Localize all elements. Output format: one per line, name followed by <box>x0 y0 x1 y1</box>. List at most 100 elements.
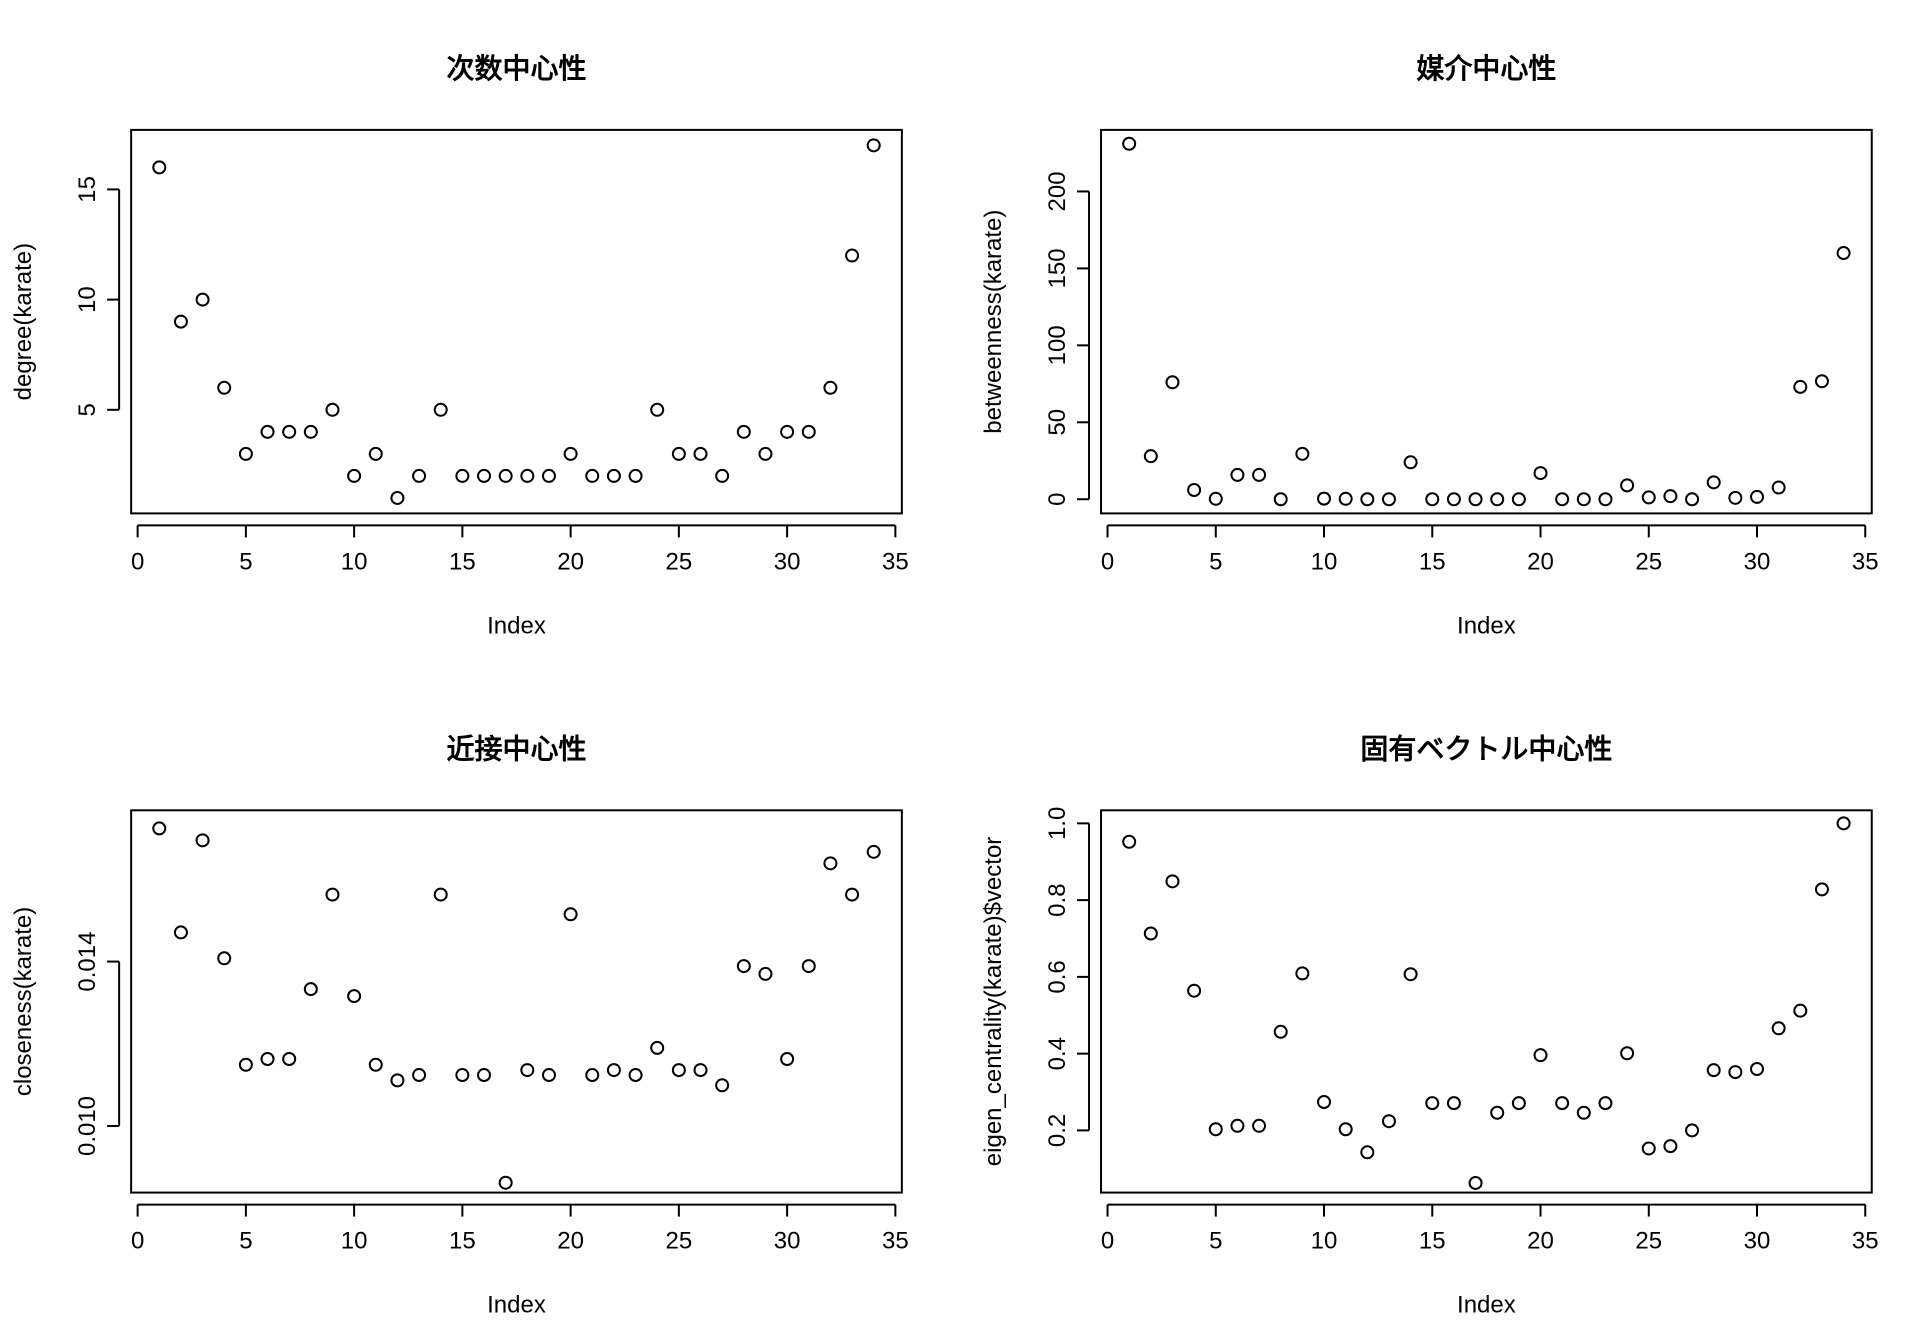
data-point <box>1273 1024 1288 1039</box>
data-point <box>671 446 686 461</box>
data-point <box>628 468 643 483</box>
x-axis-label: Index <box>1457 1292 1516 1319</box>
data-point <box>1338 491 1353 506</box>
x-tick-label: 35 <box>882 548 909 575</box>
data-point <box>780 424 795 439</box>
data-point <box>238 1057 253 1072</box>
data-point <box>390 490 405 505</box>
x-tick-label: 0 <box>1101 1228 1114 1255</box>
data-point <box>1685 1123 1700 1138</box>
data-point <box>477 1068 492 1083</box>
x-tick-label: 15 <box>449 548 476 575</box>
y-tick-label: 0.2 <box>1044 1114 1071 1147</box>
data-point <box>217 380 232 395</box>
data-point <box>1533 466 1548 481</box>
y-tick-label: 150 <box>1044 248 1071 288</box>
data-point <box>412 468 427 483</box>
data-point <box>1165 375 1180 390</box>
y-axis-label: closeness(karate) <box>10 907 37 1096</box>
data-point <box>1208 491 1223 506</box>
data-point <box>1360 1145 1375 1160</box>
data-point <box>1728 490 1743 505</box>
y-axis: 5 10 15 <box>74 176 121 416</box>
x-axis-label: Index <box>487 612 546 639</box>
data-point <box>606 468 621 483</box>
data-point <box>347 989 362 1004</box>
data-point <box>1338 1122 1353 1137</box>
data-point <box>195 833 210 848</box>
data-point <box>347 468 362 483</box>
x-tick-label: 30 <box>774 548 801 575</box>
data-point <box>1187 983 1202 998</box>
plot-frame <box>130 809 903 1194</box>
x-tick-label: 5 <box>239 548 252 575</box>
panel-eigenvector-centrality: 固有ベクトル中心性 0 5 10 15 20 25 30 35 0.2 0.4 0.6 0.8 1.0… <box>980 732 1879 1318</box>
data-point <box>1381 1114 1396 1129</box>
data-point <box>1511 492 1526 507</box>
data-point <box>1143 449 1158 464</box>
y-axis-label: betweenness(karate) <box>980 210 1007 434</box>
data-point <box>1771 1021 1786 1036</box>
y-axis-label: eigen_centrality(karate)$vector <box>980 837 1007 1167</box>
x-tick-label: 30 <box>1744 1228 1771 1255</box>
data-point <box>282 424 297 439</box>
data-point <box>1706 475 1721 490</box>
data-point <box>736 959 751 974</box>
data-point <box>823 380 838 395</box>
x-tick-label: 35 <box>882 1228 909 1255</box>
data-point <box>1122 136 1137 151</box>
x-tick-label: 15 <box>449 1228 476 1255</box>
x-tick-label: 25 <box>1635 1228 1662 1255</box>
data-point <box>650 402 665 417</box>
data-point <box>585 1068 600 1083</box>
data-point <box>1533 1048 1548 1063</box>
x-tick-label: 15 <box>1419 1228 1446 1255</box>
data-point <box>1511 1096 1526 1111</box>
x-tick-label: 20 <box>557 1228 584 1255</box>
data-point <box>1771 480 1786 495</box>
y-tick-label: 15 <box>74 176 101 203</box>
data-points <box>1122 816 1851 1190</box>
data-point <box>455 468 470 483</box>
data-point <box>1576 492 1591 507</box>
data-point <box>1360 492 1375 507</box>
data-point <box>1143 926 1158 941</box>
data-point <box>1728 1065 1743 1080</box>
data-point <box>1750 489 1765 504</box>
data-point <box>217 951 232 966</box>
data-point <box>1663 489 1678 504</box>
data-point <box>1490 1105 1505 1120</box>
data-point <box>1641 1141 1656 1156</box>
chart-title: 近接中心性 <box>446 732 586 765</box>
data-point <box>520 468 535 483</box>
y-tick-label: 0.014 <box>74 932 101 992</box>
x-tick-label: 35 <box>1852 548 1879 575</box>
data-point <box>1230 467 1245 482</box>
y-tick-label: 200 <box>1044 171 1071 211</box>
data-point <box>736 424 751 439</box>
data-point <box>412 1068 427 1083</box>
data-point <box>541 468 556 483</box>
data-points <box>1122 136 1851 507</box>
data-point <box>758 966 773 981</box>
data-point <box>325 402 340 417</box>
x-tick-label: 10 <box>1311 1228 1338 1255</box>
data-point <box>433 402 448 417</box>
data-point <box>1576 1105 1591 1120</box>
y-tick-label: 10 <box>74 286 101 313</box>
y-tick-label: 0 <box>1044 493 1071 506</box>
data-point <box>498 1175 513 1190</box>
x-tick-label: 5 <box>1209 1228 1222 1255</box>
data-point <box>325 887 340 902</box>
x-tick-label: 10 <box>1311 548 1338 575</box>
data-point <box>260 424 275 439</box>
data-point <box>1252 467 1267 482</box>
x-tick-label: 20 <box>557 548 584 575</box>
data-point <box>628 1068 643 1083</box>
x-tick-label: 30 <box>774 1228 801 1255</box>
data-point <box>1468 492 1483 507</box>
data-point <box>433 887 448 902</box>
data-point <box>780 1051 795 1066</box>
data-point <box>1793 1003 1808 1018</box>
